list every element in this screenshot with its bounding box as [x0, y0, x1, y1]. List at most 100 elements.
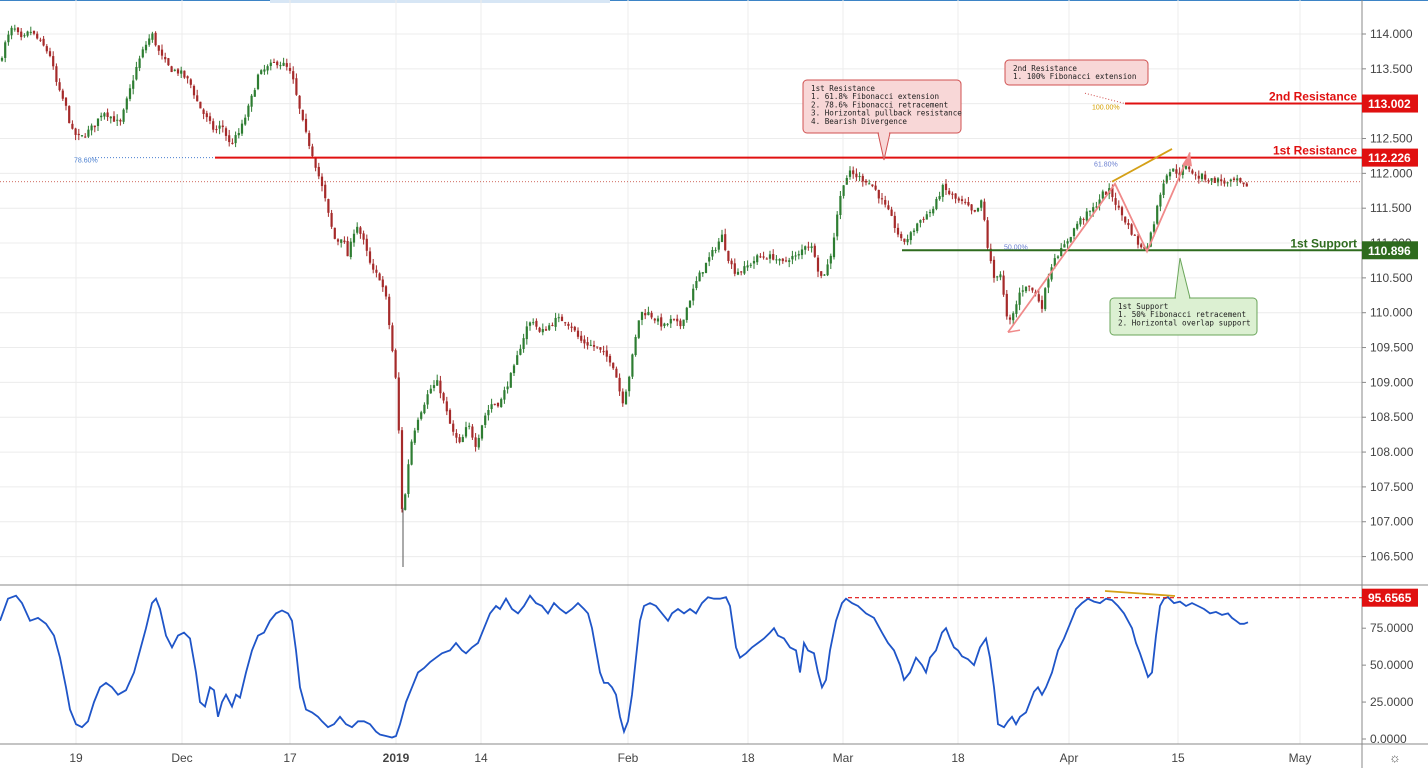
candle-down: [784, 260, 788, 262]
candle-up: [1149, 232, 1152, 247]
price-tick-label: 110.000: [1370, 306, 1413, 320]
osc-tick-label: 75.0000: [1370, 621, 1414, 635]
settings-gear-icon[interactable]: ☼: [1389, 750, 1401, 765]
candle-down: [1232, 178, 1236, 180]
abc-base-tick: [1007, 329, 1021, 333]
candle-up: [797, 254, 800, 256]
price-tick-label: 109.000: [1370, 375, 1414, 389]
candle-up: [756, 255, 759, 263]
candle-down: [493, 403, 496, 405]
candle-down: [765, 258, 768, 260]
candle-up: [541, 329, 544, 333]
top-scroll-indicator[interactable]: [270, 0, 610, 3]
price-tick-label: 107.500: [1370, 480, 1414, 494]
candle-down: [199, 101, 202, 109]
candle-up: [842, 185, 845, 196]
candle-down: [39, 39, 42, 41]
candle-down: [205, 113, 208, 118]
candle-up: [688, 300, 692, 308]
candle-down: [992, 259, 996, 278]
candle-down: [1120, 207, 1124, 216]
time-tick-label: 19: [69, 751, 83, 765]
candle-down: [157, 45, 160, 51]
candle-down: [1191, 170, 1194, 174]
candle-down: [397, 377, 400, 431]
candle-up: [720, 234, 724, 242]
candle-down: [544, 329, 548, 331]
candle-down: [448, 410, 452, 424]
candle-down: [567, 323, 570, 326]
fib-786-label: 78.60%: [74, 158, 98, 165]
candle-up: [1060, 248, 1063, 257]
candle-down: [359, 227, 362, 234]
candle-up: [909, 232, 912, 241]
candle-down: [1207, 180, 1210, 182]
price-tick-label: 106.500: [1370, 550, 1414, 564]
candle-up: [269, 62, 272, 67]
candle-up: [10, 27, 13, 36]
candle-down: [295, 78, 298, 95]
candle-down: [391, 325, 394, 351]
candle-up: [490, 404, 493, 410]
time-tick-label: 18: [951, 751, 965, 765]
candle-up: [628, 376, 631, 392]
candle-up: [282, 62, 285, 66]
candle-up: [426, 394, 429, 405]
fib-50-label: 50.00%: [1004, 244, 1028, 251]
candle-down: [314, 157, 317, 168]
first-resistance-note-line: 1. 61.8% Fibonacci extension: [811, 92, 939, 101]
first-support-price-text: 110.896: [1368, 244, 1411, 258]
candle-up: [500, 399, 503, 408]
candle-down: [16, 27, 20, 33]
candle-up: [0, 58, 4, 61]
candle-up: [356, 226, 359, 233]
time-tick-label: 15: [1171, 751, 1185, 765]
candle-up: [1098, 199, 1101, 206]
osc-tick-label: 50.0000: [1370, 658, 1414, 672]
candle-up: [1012, 313, 1015, 321]
candle-up: [778, 259, 781, 261]
candle-up: [90, 125, 93, 131]
candle-down: [1140, 244, 1143, 248]
candle-up: [132, 80, 135, 89]
candle-up: [832, 237, 836, 258]
candle-down: [64, 97, 68, 106]
candle-up: [528, 322, 532, 326]
candle-down: [327, 199, 330, 213]
candle-down: [285, 63, 288, 67]
candle-down: [400, 430, 404, 509]
candle-up: [87, 129, 90, 137]
candle-down: [1242, 182, 1245, 185]
candle-down: [903, 238, 906, 242]
candle-up: [708, 257, 711, 262]
candle-up: [13, 28, 16, 30]
candle-up: [1072, 228, 1076, 237]
candle-down: [586, 342, 589, 346]
abc-arrow-head: [1182, 152, 1192, 167]
time-tick-label: Feb: [618, 751, 639, 765]
candle-up: [4, 42, 7, 58]
candle-up: [26, 31, 29, 36]
candle-down: [362, 233, 365, 240]
first-support-price-tag: [1362, 241, 1418, 260]
candle-down: [378, 273, 381, 281]
candle-up: [768, 254, 772, 259]
first-support-note-line: 1st Support: [1118, 302, 1168, 311]
candle-up: [247, 105, 250, 117]
candle-down: [439, 380, 442, 394]
candle-up: [736, 271, 740, 275]
candle-down: [455, 433, 458, 438]
candle-up: [480, 425, 484, 439]
candle-up: [631, 354, 634, 377]
candle-down: [944, 183, 948, 191]
time-tick-label: 17: [283, 751, 297, 765]
candle-up: [234, 135, 237, 144]
first-resistance-note-line: 3. Horizontal pullback resistance: [811, 109, 962, 118]
candle-down: [74, 128, 77, 135]
candle-up: [1063, 244, 1066, 248]
candle-up: [980, 200, 983, 208]
candle-down: [167, 58, 170, 66]
candle-down: [672, 318, 676, 320]
candle-up: [749, 264, 752, 266]
